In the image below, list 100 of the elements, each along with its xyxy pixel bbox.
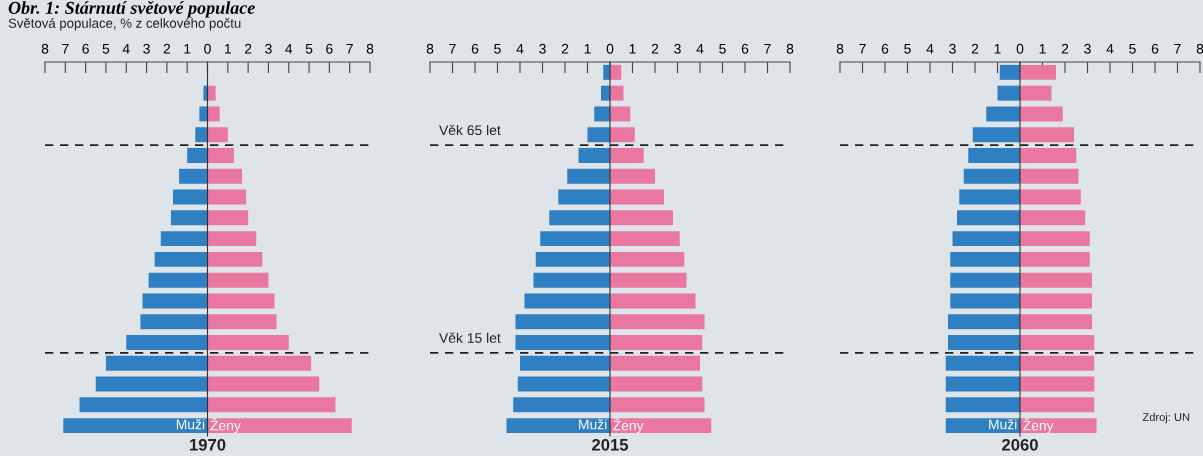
bar [1020,355,1095,371]
x-tick-label: 0 [606,43,614,54]
bar [1020,397,1095,413]
x-tick-label: 1 [1039,44,1046,54]
bar [207,251,263,267]
bar [610,335,703,350]
bar [952,231,1020,247]
x-tick-label: 7 [449,44,456,54]
bar [610,293,696,309]
text: 2060 [1002,438,1038,451]
bar [207,231,257,247]
bar [1020,148,1077,163]
bar [154,251,208,267]
x-tick-label: 8 [836,43,844,54]
x-tick-label: 6 [82,43,89,54]
bar [524,293,610,309]
x-tick-label: 6 [741,43,749,54]
bar [610,231,680,247]
bar [1020,189,1081,205]
bar [610,355,700,371]
x-tick-label: 5 [102,44,110,54]
x-tick-label: 7 [62,44,69,54]
x-tick-label: 2 [561,43,569,54]
bar [959,189,1020,205]
x-tick-label: 2 [971,43,979,54]
bar [515,314,610,330]
bar [999,64,1020,80]
x-tick-label: 8 [366,43,374,54]
x-tick-label: 5 [719,44,726,54]
bar [126,335,208,350]
x-tick-label: 4 [285,44,293,54]
annotation: Věk 15 let [439,332,501,343]
x-tick-label: 1 [225,44,231,54]
bar [515,335,610,350]
x-tick-label: 4 [1106,44,1114,54]
x-tick-label: 8 [426,43,434,54]
text: 2015 [592,438,629,451]
bar [195,127,208,143]
bar [207,335,289,350]
bar [558,189,610,205]
x-tick-label: 7 [346,44,353,54]
x-tick-label: 8 [41,43,49,54]
x-tick-label: 6 [881,43,889,54]
bar [1020,272,1092,288]
bar [610,168,655,184]
bar [610,127,635,143]
bar [950,293,1020,309]
bar [207,293,275,309]
bar [594,106,610,122]
bar [972,127,1020,143]
bar [170,210,208,226]
bar [1020,64,1056,80]
text: Světová populace, % z celkového počtu [8,18,241,31]
x-tick-label: 1 [584,44,591,54]
bar [207,355,312,371]
bar [533,272,610,288]
bar [610,210,673,226]
bar [950,272,1020,288]
bar [610,148,644,163]
x-tick-label: 7 [1174,44,1181,54]
bar [945,376,1020,392]
bar [610,251,685,267]
x-tick-label: 0 [1016,43,1024,54]
bar [1020,210,1086,226]
x-tick-label: 7 [859,44,866,54]
bar [950,251,1020,267]
x-tick-label: 3 [265,43,272,54]
series-label: Muži [176,419,205,430]
x-tick-label: 3 [143,43,150,54]
series-label: Ženy [210,418,241,434]
x-tick-label: 5 [494,44,501,54]
bar [535,251,610,267]
x-tick-label: 2 [244,43,252,54]
bar [203,85,208,101]
bar [172,189,208,205]
x-tick-label: 1 [994,44,1001,54]
bar [549,210,610,226]
bar [199,106,208,122]
bar [610,272,687,288]
x-tick-label: 2 [651,43,659,54]
bar [945,355,1020,371]
bar [1020,231,1090,247]
bar [79,397,208,413]
x-tick-label: 1 [184,44,191,54]
x-tick-label: 5 [1129,44,1136,54]
series-label: Muži [989,419,1017,430]
annotation: Věk 65 let [439,124,501,136]
bar [207,210,249,226]
bar [207,272,269,288]
bar [1020,314,1092,330]
bar [610,106,631,122]
x-tick-label: 6 [326,43,333,54]
bar [207,397,336,413]
x-tick-label: 5 [305,44,313,54]
x-tick-label: 2 [163,43,171,54]
bar [517,376,610,392]
x-tick-label: 4 [696,44,704,54]
bar [1020,106,1063,122]
bar [997,85,1020,101]
bar [610,376,703,392]
